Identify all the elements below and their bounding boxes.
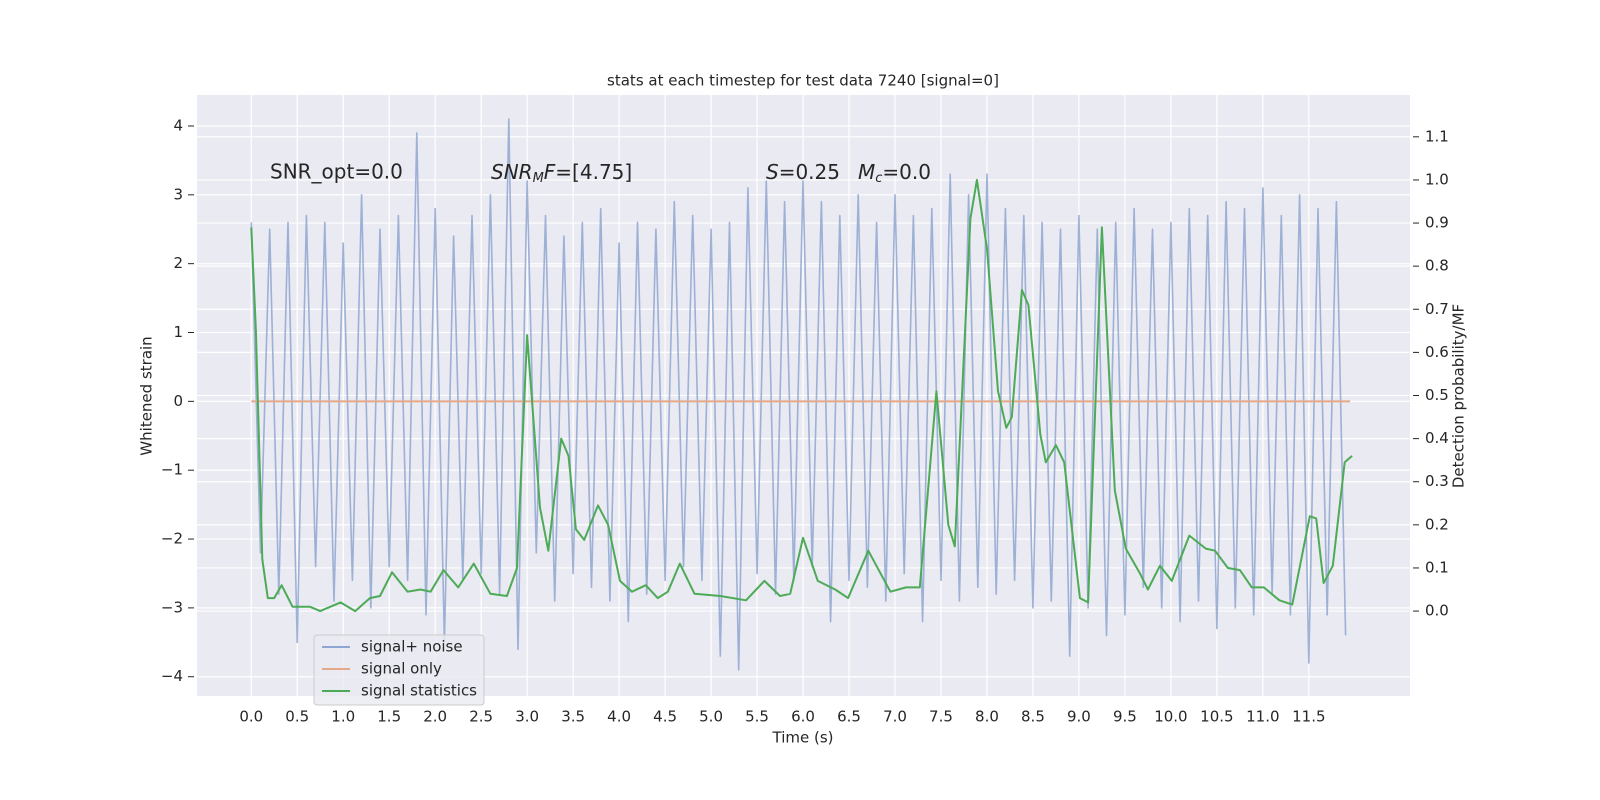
x-tick-label: 7.0 — [883, 708, 907, 726]
x-tick-label: 5.0 — [699, 708, 723, 726]
legend-label: signal+ noise — [361, 638, 463, 656]
legend-label: signal only — [361, 660, 442, 678]
y-axis-label: Whitened strain — [138, 336, 156, 455]
x-tick-label: 11.5 — [1292, 708, 1325, 726]
x-tick-label: 11.0 — [1246, 708, 1279, 726]
y2-tick-label: 0.1 — [1425, 558, 1449, 576]
y-tick-label: 4 — [173, 116, 183, 134]
x-tick-label: 1.0 — [331, 708, 355, 726]
x-tick-label: 5.5 — [745, 708, 769, 726]
marks — [250, 118, 1353, 671]
y-tick-label: −3 — [161, 598, 183, 616]
annotation-part: =0.25 — [779, 160, 840, 184]
y-tick-label: −4 — [161, 667, 183, 685]
annotation: SNR_opt=0.0 — [270, 160, 403, 184]
x-tick-label: 1.5 — [377, 708, 401, 726]
annotation-part: M — [858, 160, 875, 184]
chart-title: stats at each timestep for test data 724… — [607, 72, 999, 90]
y2-tick-label: 0.0 — [1425, 602, 1449, 620]
annotation-part: S — [766, 160, 779, 184]
series-line — [250, 178, 1353, 613]
x-tick-label: 2.0 — [423, 708, 447, 726]
annotation-part: F — [544, 160, 556, 184]
annotation-part: =[4.75] — [555, 160, 632, 184]
x-tick-label: 8.5 — [1021, 708, 1045, 726]
annotation: SNRMF=[4.75] — [491, 160, 632, 186]
y-tick-label: −2 — [161, 530, 183, 548]
x-tick-label: 7.5 — [929, 708, 953, 726]
annotation-part: =0.0 — [882, 160, 931, 184]
annotation: S=0.25 — [766, 160, 840, 184]
y-tick-label: 2 — [173, 254, 183, 272]
annotation-part: SNR — [491, 160, 533, 184]
annotation-part: M — [533, 171, 544, 186]
y-tick-label: 0 — [173, 392, 183, 410]
y-tick-label: 1 — [173, 323, 183, 341]
y2-tick-label: 0.9 — [1425, 214, 1449, 232]
x-tick-label: 4.5 — [653, 708, 677, 726]
y2-tick-label: 1.0 — [1425, 170, 1449, 188]
x-tick-label: 3.0 — [515, 708, 539, 726]
labels: 0.0 0.5 1.0 1.5 2.0 2.5 3.0 3.5 4.0 4.5 5.0 5.5 6.0 6… — [161, 116, 1449, 725]
y2-tick-label: 0.3 — [1425, 472, 1449, 490]
y2-tick-label: 0.4 — [1425, 429, 1449, 447]
x-axis-label: Time (s) — [772, 729, 834, 747]
x-tick-label: 10.5 — [1200, 708, 1233, 726]
annotation-part: c — [875, 171, 882, 186]
y2-axis-label: Detection probability/MF — [1450, 304, 1468, 488]
x-tick-label: 9.5 — [1113, 708, 1137, 726]
x-tick-label: 4.0 — [607, 708, 631, 726]
x-tick-label: 6.0 — [791, 708, 815, 726]
y2-tick-label: 0.2 — [1425, 515, 1449, 533]
annotation: Mc=0.0 — [858, 160, 931, 186]
y2-tick-label: 1.1 — [1425, 127, 1449, 145]
y-tick-label: −1 — [161, 461, 183, 479]
x-tick-label: 9.0 — [1067, 708, 1091, 726]
legend-label: signal statistics — [361, 682, 477, 700]
legend: signal+ noise signal only signal statistic… — [313, 634, 485, 706]
y2-tick-label: 0.8 — [1425, 257, 1449, 275]
y2-tick-label: 0.5 — [1425, 386, 1449, 404]
y2-tick-label: 0.7 — [1425, 300, 1449, 318]
x-tick-label: 10.0 — [1154, 708, 1187, 726]
series-line — [250, 118, 1347, 671]
y-tick-label: 3 — [173, 185, 183, 203]
x-tick-label: 0.0 — [239, 708, 263, 726]
x-tick-label: 3.5 — [561, 708, 585, 726]
x-tick-label: 2.5 — [469, 708, 493, 726]
legend-box — [313, 634, 485, 706]
x-tick-label: 6.5 — [837, 708, 861, 726]
x-tick-label: 0.5 — [285, 708, 309, 726]
x-tick-label: 8.0 — [975, 708, 999, 726]
y2-tick-label: 0.6 — [1425, 343, 1449, 361]
